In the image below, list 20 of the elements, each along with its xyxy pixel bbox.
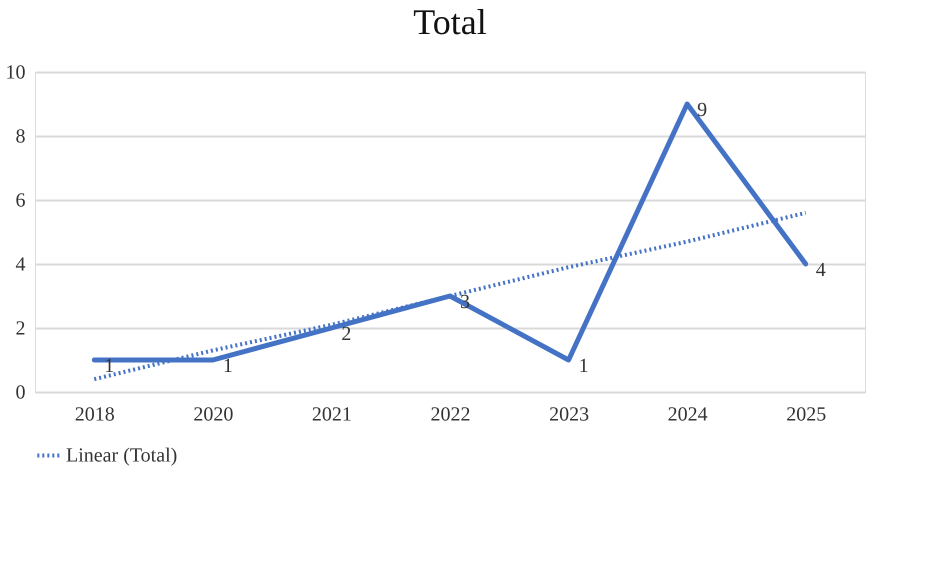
y-tick-label: 10 bbox=[6, 62, 26, 84]
data-label: 2 bbox=[341, 323, 352, 345]
legend-label: Linear (Total) bbox=[66, 444, 178, 466]
chart-title: Total bbox=[413, 2, 487, 42]
x-tick-label: 2024 bbox=[668, 404, 708, 426]
data-label: 1 bbox=[578, 355, 589, 377]
x-tick-label: 2020 bbox=[193, 404, 234, 426]
y-tick-label: 2 bbox=[16, 318, 26, 340]
y-tick-label: 6 bbox=[16, 190, 26, 212]
y-tick-label: 8 bbox=[16, 126, 26, 148]
data-label: 9 bbox=[697, 99, 708, 121]
x-tick-label: 2025 bbox=[786, 404, 826, 426]
data-label: 4 bbox=[816, 259, 826, 281]
x-tick-label: 2022 bbox=[430, 404, 470, 426]
x-tick-label: 2018 bbox=[74, 404, 115, 426]
y-tick-label: 0 bbox=[16, 382, 26, 404]
x-tick-label: 2021 bbox=[312, 404, 352, 426]
x-tick-label: 2023 bbox=[549, 404, 590, 426]
data-label: 1 bbox=[222, 355, 233, 377]
y-tick-label: 4 bbox=[16, 254, 26, 276]
